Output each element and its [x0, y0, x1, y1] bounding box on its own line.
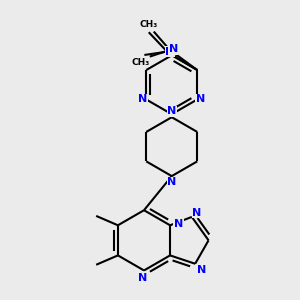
Text: CH₃: CH₃ — [131, 58, 149, 67]
Text: N: N — [167, 177, 176, 187]
Text: N: N — [174, 219, 183, 229]
Text: N: N — [196, 94, 205, 104]
Text: N: N — [192, 208, 202, 218]
Text: N: N — [138, 94, 148, 104]
Text: N: N — [138, 273, 147, 283]
Text: N: N — [196, 265, 206, 275]
Text: N: N — [165, 46, 174, 57]
Text: N: N — [167, 106, 176, 116]
Text: CH₃: CH₃ — [140, 20, 158, 29]
Text: N: N — [169, 44, 178, 54]
